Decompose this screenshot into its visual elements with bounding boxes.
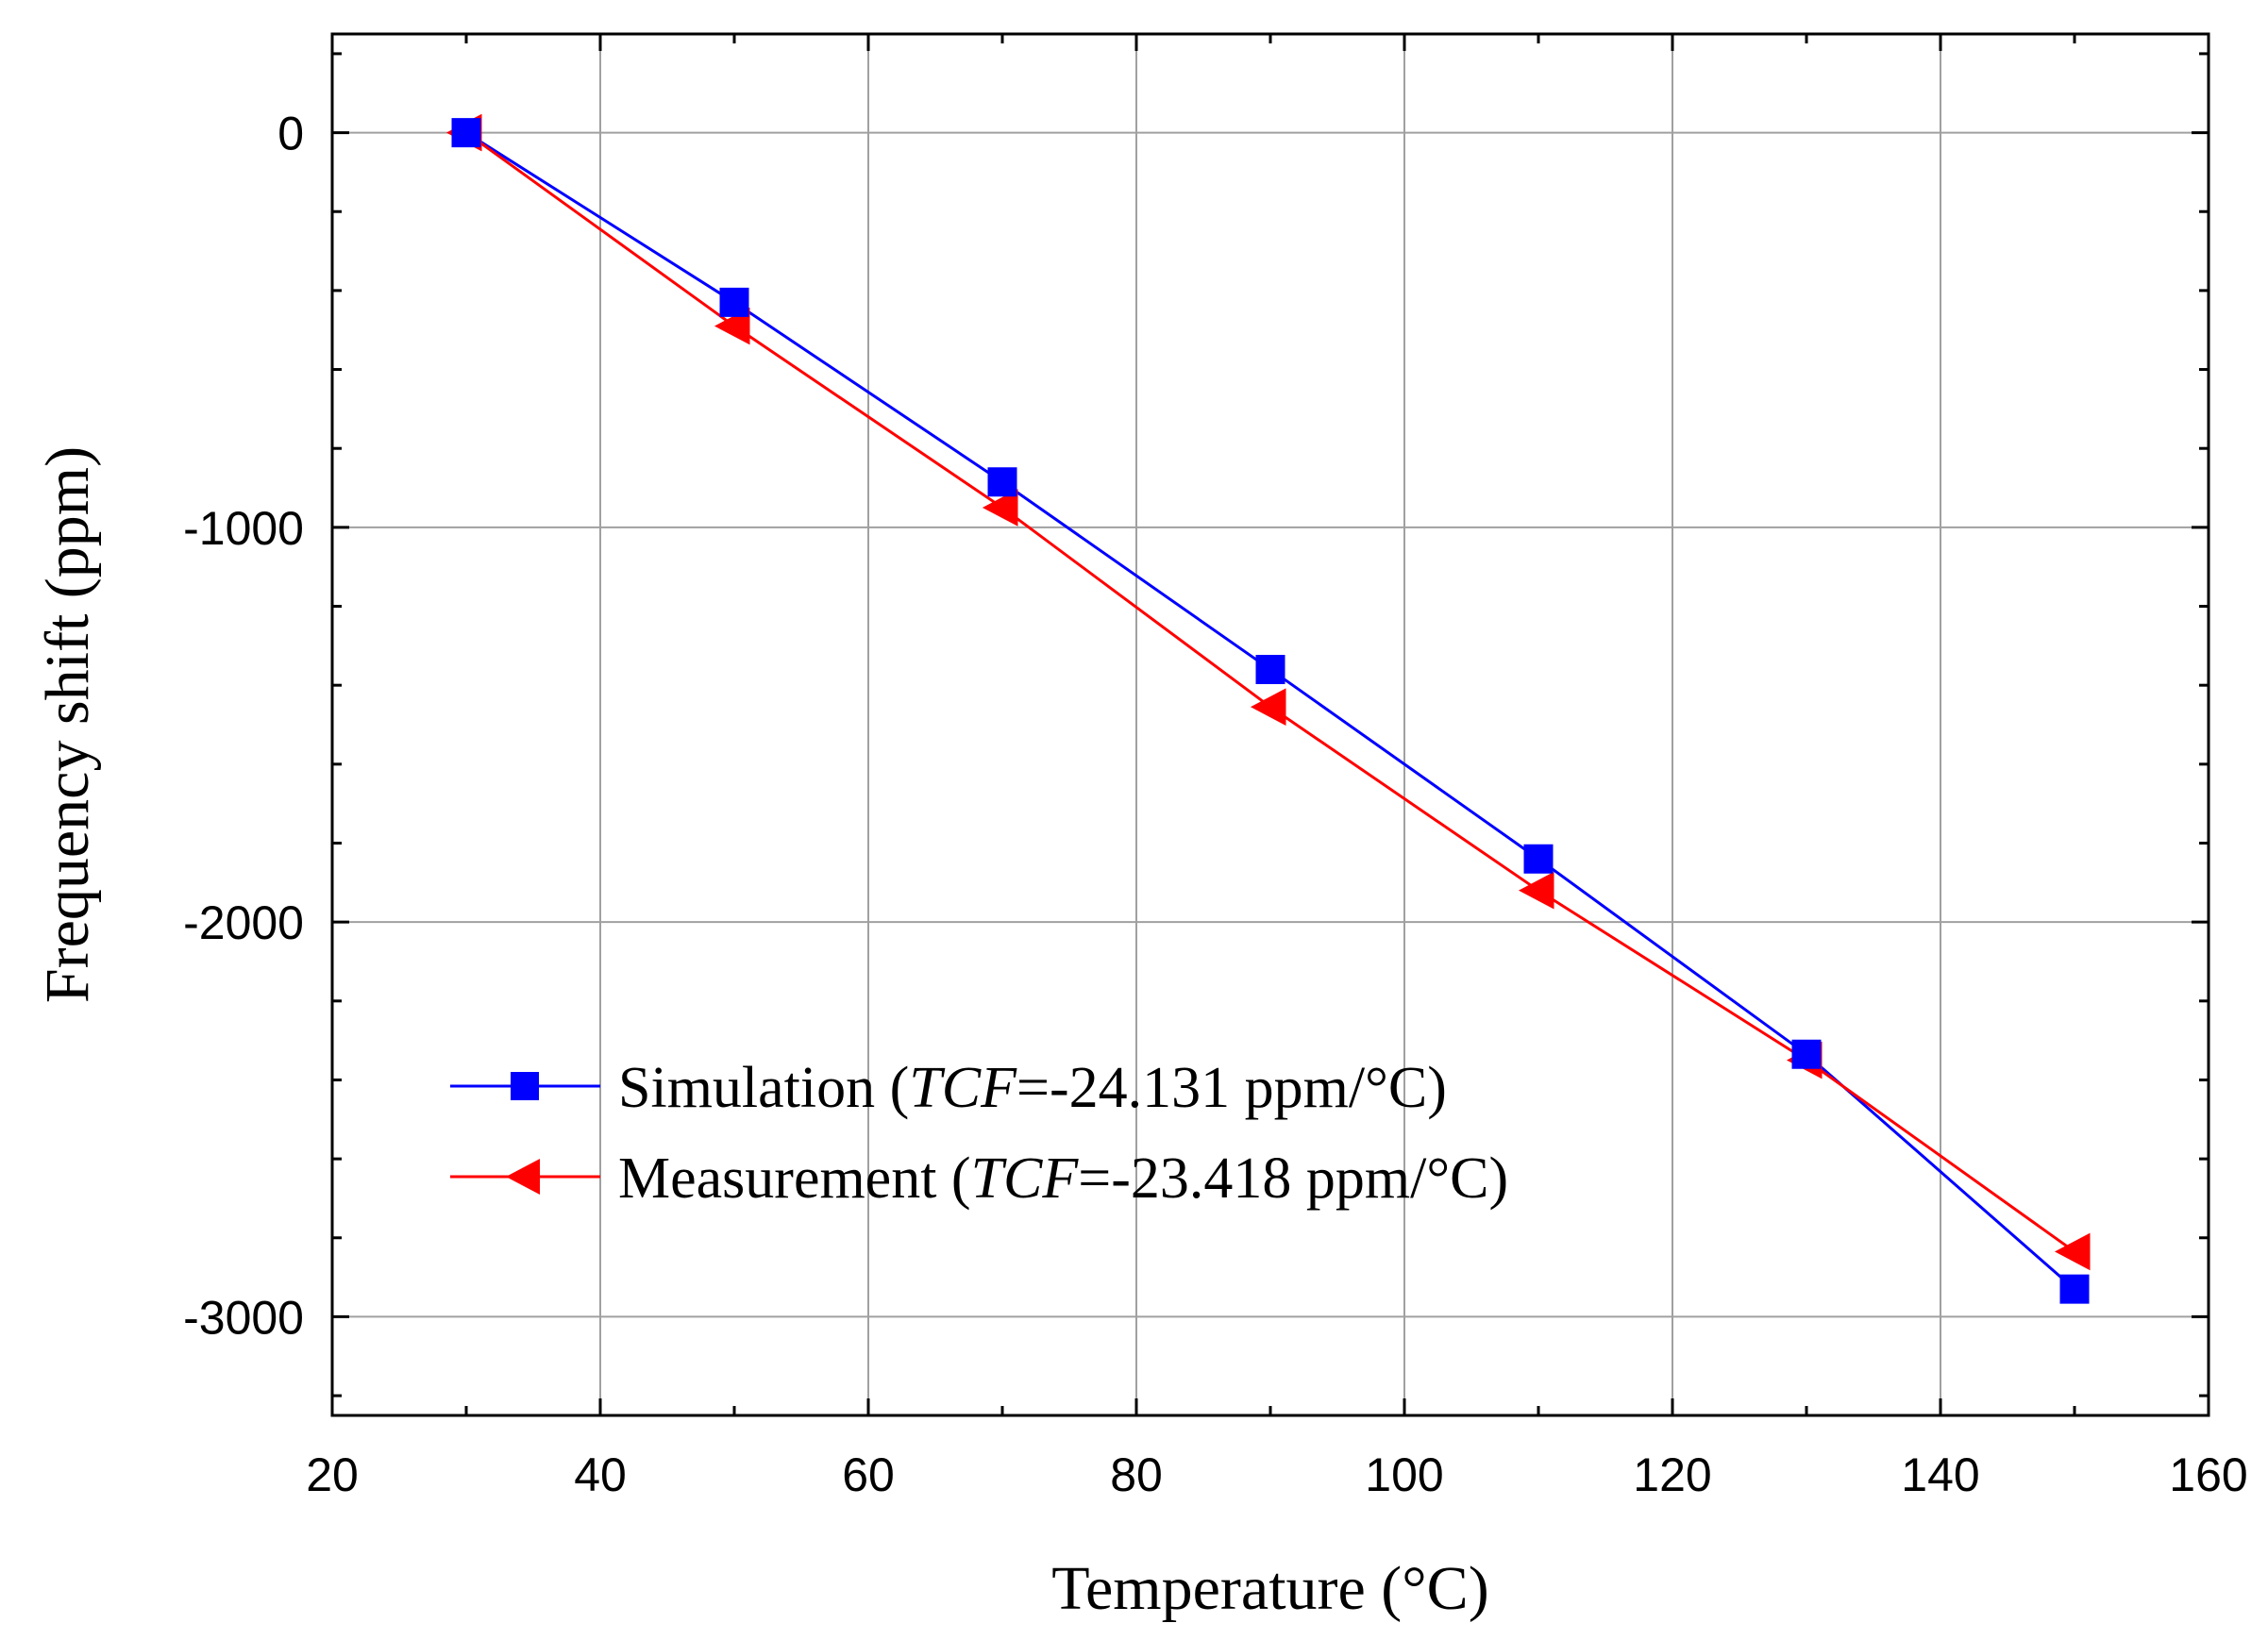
data-point-measurement bbox=[714, 307, 750, 345]
data-point-simulation bbox=[1791, 1039, 1822, 1069]
x-tick-label: 80 bbox=[1110, 1448, 1163, 1501]
legend-prefix: Simulation ( bbox=[618, 1056, 909, 1120]
data-point-measurement bbox=[1250, 688, 1286, 727]
tick-labels: 20 40 60 80 100 120 140 160 0 -1000 -2000 -3000 bbox=[183, 108, 2248, 1501]
x-tick-label: 140 bbox=[1901, 1448, 1979, 1501]
legend-label-measurement: Measurement (TCF=-23.418 ppm/°C) bbox=[618, 1146, 1508, 1211]
data-point-simulation bbox=[451, 118, 481, 148]
ticks bbox=[330, 34, 2210, 1415]
y-tick-label: -2000 bbox=[183, 896, 304, 949]
x-axis-title: Temperature (°C) bbox=[1051, 1554, 1488, 1623]
x-tick-label: 60 bbox=[842, 1448, 895, 1501]
legend-prefix: Measurement ( bbox=[618, 1146, 971, 1211]
legend-marker-simulation bbox=[511, 1072, 539, 1100]
y-axis-title: Frequency shift (ppm) bbox=[33, 446, 102, 1003]
x-tick-label: 100 bbox=[1365, 1448, 1443, 1501]
grid bbox=[332, 34, 2209, 1415]
legend-item-measurement: Measurement (TCF=-23.418 ppm/°C) bbox=[450, 1146, 1508, 1211]
data-point-measurement bbox=[2054, 1232, 2091, 1271]
x-tick-label: 20 bbox=[306, 1448, 359, 1501]
data-point-simulation bbox=[719, 287, 749, 317]
data-point-simulation bbox=[1255, 654, 1285, 684]
data-point-measurement bbox=[982, 489, 1018, 527]
x-tick-label: 40 bbox=[574, 1448, 627, 1501]
series-markers bbox=[445, 113, 2091, 1304]
legend-label-simulation: Simulation (TCF=-24.131 ppm/°C) bbox=[618, 1056, 1447, 1120]
x-tick-label: 120 bbox=[1633, 1448, 1711, 1501]
legend-item-simulation: Simulation (TCF=-24.131 ppm/°C) bbox=[450, 1056, 1447, 1120]
legend-suffix: =-23.418 ppm/°C) bbox=[1078, 1146, 1508, 1211]
data-point-simulation bbox=[2059, 1274, 2090, 1304]
x-tick-label: 160 bbox=[2169, 1448, 2247, 1501]
legend-marker-measurement bbox=[506, 1159, 540, 1195]
legend-var: TCF bbox=[971, 1146, 1080, 1211]
y-tick-label: -1000 bbox=[183, 502, 304, 555]
legend-suffix: =-24.131 ppm/°C) bbox=[1016, 1056, 1447, 1120]
y-tick-label: 0 bbox=[277, 108, 304, 160]
data-point-simulation bbox=[987, 467, 1017, 497]
legend-var: TCF bbox=[909, 1056, 1017, 1120]
data-point-measurement bbox=[1518, 871, 1554, 910]
y-tick-label: -3000 bbox=[183, 1291, 304, 1344]
legend: Simulation (TCF=-24.131 ppm/°C) Measurem… bbox=[450, 1056, 1508, 1211]
data-point-simulation bbox=[1523, 844, 1554, 874]
